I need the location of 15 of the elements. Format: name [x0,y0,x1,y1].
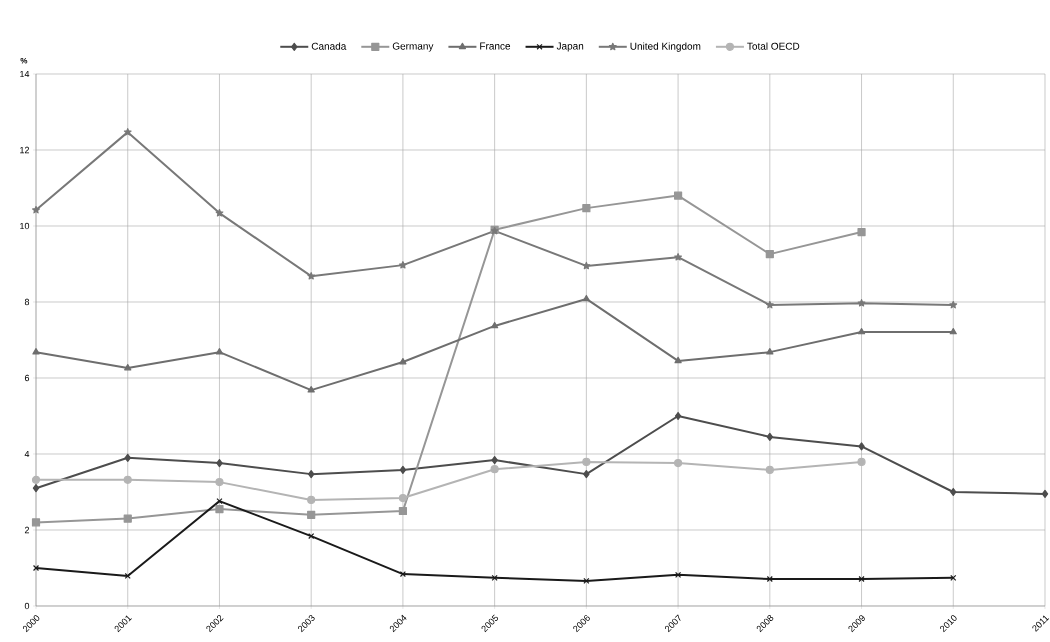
legend-label: United Kingdom [630,42,701,52]
legend-label: France [480,42,511,50]
y-tick-label: 4 [24,450,30,458]
y-tick-label: 0 [24,602,30,610]
y-tick-label: 10 [20,222,30,230]
legend-label: Total OECD [747,42,800,50]
y-tick-label: 12 [20,146,30,154]
legend-label: Canada [311,42,347,50]
y-axis-title: % [20,57,28,64]
y-tick-label: 2 [24,526,30,534]
y-tick-label: 14 [20,70,30,78]
legend-label: Germany [392,42,434,52]
y-tick-label: 8 [24,298,30,306]
legend-label: Japan [556,42,584,52]
y-tick-label: 6 [24,374,30,382]
